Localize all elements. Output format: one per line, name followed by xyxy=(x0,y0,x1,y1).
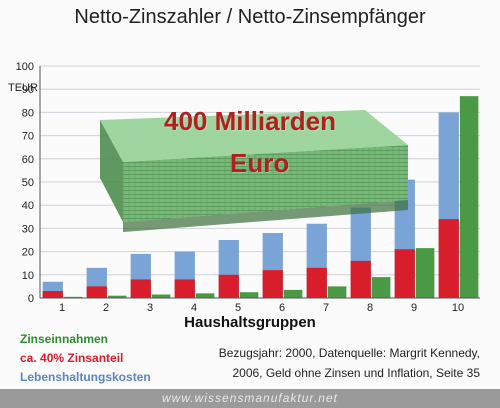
banknote-stack-image xyxy=(100,110,408,232)
y-tick-label: 90 xyxy=(22,84,34,96)
y-tick-label: 60 xyxy=(22,154,34,166)
legend-zinsanteil: ca. 40% Zinsanteil xyxy=(20,351,124,365)
y-tick-label: 100 xyxy=(16,61,34,73)
y-tick-label: 80 xyxy=(22,107,34,119)
bar-zinsanteil xyxy=(394,249,415,298)
overlay-amount: 400 Milliarden xyxy=(164,106,336,136)
bar-zinseinnahmen xyxy=(195,293,215,298)
bar-zinseinnahmen xyxy=(283,289,303,298)
x-tick-label: 2 xyxy=(103,302,109,314)
bar-zinseinnahmen xyxy=(63,296,83,298)
y-axis-unit: TEUR xyxy=(8,82,38,94)
bar-zinsanteil xyxy=(350,260,371,298)
y-tick-label: 40 xyxy=(22,200,34,212)
x-tick-label: 4 xyxy=(191,302,197,314)
x-axis-label: Haushaltsgruppen xyxy=(184,314,316,331)
y-tick-label: 10 xyxy=(22,270,34,282)
bar-zinseinnahmen xyxy=(107,295,127,298)
bar-zinsanteil xyxy=(174,279,195,298)
y-tick-label: 20 xyxy=(22,247,34,259)
bar-zinseinnahmen xyxy=(151,294,171,298)
source-line-2: 2006, Geld ohne Zinsen und Inflation, Se… xyxy=(232,366,480,380)
x-tick-label: 5 xyxy=(235,302,241,314)
bar-zinsanteil xyxy=(130,279,151,298)
chart-title: Netto-Zinszahler / Netto-Zinsempfänger xyxy=(74,6,426,28)
bar-zinsanteil xyxy=(306,267,327,298)
source-line-1: Bezugsjahr: 2000, Datenquelle: Margrit K… xyxy=(218,346,480,360)
bar-zinsanteil xyxy=(438,219,459,298)
bar-zinseinnahmen xyxy=(327,286,347,298)
x-tick-label: 10 xyxy=(452,302,464,314)
chart-plot: 0 10 20 30 40 50 60 70 80 90 100 1 2 3 4 5 6 7 8 9 10 xyxy=(16,61,480,314)
bar-zinsanteil xyxy=(218,274,239,298)
x-tick-label: 1 xyxy=(59,302,65,314)
y-tick-label: 70 xyxy=(22,131,34,143)
bar-zinseinnahmen xyxy=(239,292,259,298)
legend-zinseinnahmen: Zinseinnahmen xyxy=(20,332,109,346)
legend-lebenshaltungskosten: Lebenshaltungskosten xyxy=(20,370,151,384)
footer-url: www.wissensmanufaktur.net xyxy=(162,391,338,405)
bar-zinseinnahmen xyxy=(415,248,435,298)
y-tick-label: 30 xyxy=(22,223,34,235)
x-tick-label: 7 xyxy=(323,302,329,314)
x-tick-label: 6 xyxy=(279,302,285,314)
axes: 0 10 20 30 40 50 60 70 80 90 100 1 2 3 4 5 6 7 8 9 10 xyxy=(16,61,480,314)
bar-zinseinnahmen xyxy=(371,277,391,298)
y-tick-label: 0 xyxy=(28,293,34,305)
x-tick-label: 8 xyxy=(367,302,373,314)
footer-bar: www.wissensmanufaktur.net xyxy=(0,389,500,408)
bar-zinsanteil xyxy=(86,286,107,298)
overlay-currency: Euro xyxy=(230,148,290,178)
x-tick-label: 9 xyxy=(411,302,417,314)
bar-zinsanteil xyxy=(262,270,283,298)
y-tick-label: 50 xyxy=(22,177,34,189)
bars xyxy=(42,96,479,299)
bar-zinseinnahmen xyxy=(459,96,479,298)
bar-zinsanteil xyxy=(42,291,63,298)
x-tick-label: 3 xyxy=(147,302,153,314)
